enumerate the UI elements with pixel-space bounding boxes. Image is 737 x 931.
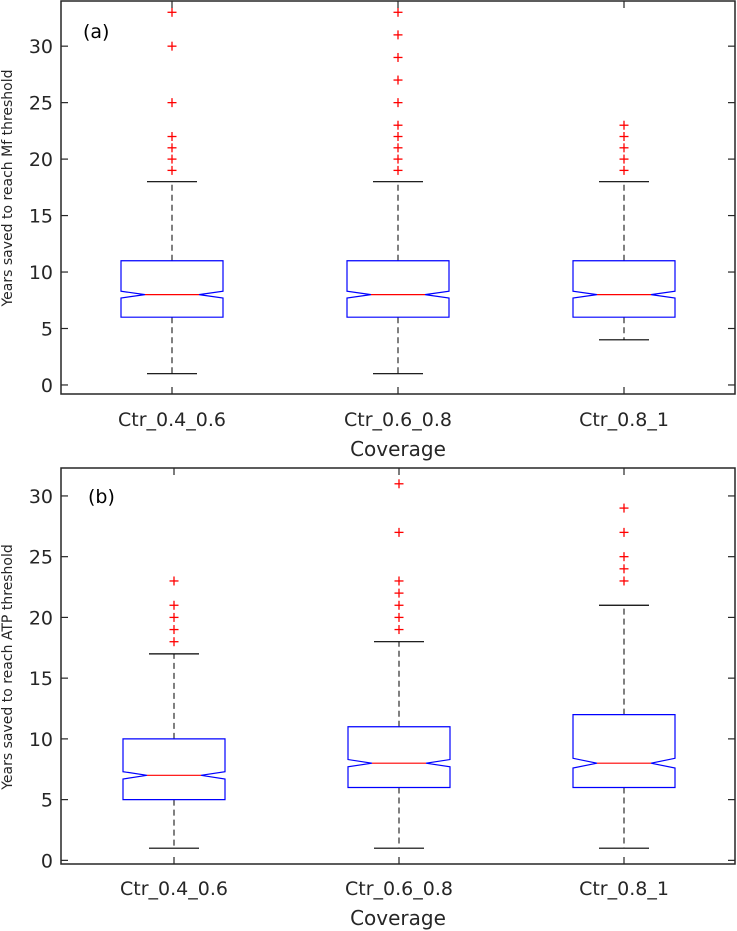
outlier-marker — [619, 120, 629, 130]
outlier-marker — [169, 612, 179, 622]
box-Ctr_0.4_0.6 — [122, 576, 226, 849]
notched-box — [346, 260, 450, 318]
y-tick-label: 5 — [41, 319, 53, 341]
outlier-marker — [394, 625, 404, 635]
notched-box — [572, 260, 676, 318]
y-tick-label: 30 — [29, 486, 53, 508]
outlier-marker — [394, 612, 404, 622]
outlier-marker — [619, 165, 629, 175]
y-tick-label: 20 — [29, 607, 53, 629]
outlier-marker — [167, 154, 177, 164]
outlier-marker — [169, 600, 179, 610]
boxes-group — [120, 7, 676, 375]
panel-label: (a) — [83, 21, 109, 43]
outlier-marker — [619, 576, 629, 586]
y-tick-label: 15 — [29, 668, 53, 690]
outlier-marker — [394, 600, 404, 610]
panel-label: (b) — [88, 486, 115, 508]
outlier-marker — [394, 527, 404, 537]
outlier-marker — [619, 132, 629, 142]
outlier-marker — [393, 75, 403, 85]
boxes-group — [122, 479, 676, 849]
notched-box — [347, 726, 451, 789]
y-tick-label: 25 — [29, 547, 53, 569]
outlier-marker — [167, 41, 177, 51]
outlier-marker — [393, 7, 403, 17]
outlier-marker — [393, 154, 403, 164]
x-tick-label: Ctr_0.6_0.8 — [344, 409, 452, 431]
y-tick-label: 0 — [41, 850, 53, 872]
notched-box — [120, 260, 224, 318]
notched-box — [572, 713, 676, 789]
y-tick-label: 20 — [29, 149, 53, 171]
y-tick-label: 25 — [29, 93, 53, 115]
outlier-marker — [393, 132, 403, 142]
x-axis-ticks: Ctr_0.4_0.6 Ctr_0.6_0.8 Ctr_0.8_1 — [118, 1, 669, 431]
outlier-marker — [393, 98, 403, 108]
x-axis-label: Coverage — [350, 437, 446, 461]
notched-box — [122, 738, 226, 801]
outlier-marker — [393, 165, 403, 175]
box-Ctr_0.8_1 — [572, 120, 676, 341]
x-axis-label: Coverage — [350, 906, 446, 930]
outlier-marker — [393, 30, 403, 40]
outlier-marker — [619, 564, 629, 574]
x-tick-label: Ctr_0.6_0.8 — [345, 878, 453, 900]
x-axis-ticks: Ctr_0.4_0.6 Ctr_0.6_0.8 Ctr_0.8_1 — [120, 468, 669, 900]
outlier-marker — [394, 588, 404, 598]
outlier-marker — [394, 479, 404, 489]
outlier-marker — [619, 154, 629, 164]
outlier-marker — [619, 552, 629, 562]
y-tick-label: 0 — [41, 375, 53, 397]
y-tick-label: 10 — [29, 729, 53, 751]
outlier-marker — [619, 527, 629, 537]
outlier-marker — [393, 120, 403, 130]
y-tick-label: 30 — [29, 36, 53, 58]
x-tick-label: Ctr_0.8_1 — [579, 409, 669, 431]
box-Ctr_0.8_1 — [572, 503, 676, 849]
outlier-marker — [169, 576, 179, 586]
x-tick-label: Ctr_0.4_0.6 — [118, 409, 226, 431]
outlier-marker — [169, 637, 179, 647]
outlier-marker — [169, 625, 179, 635]
y-tick-label: 10 — [29, 262, 53, 284]
y-axis-label: Years saved to reach Mf threshold — [0, 69, 16, 307]
box-Ctr_0.6_0.8 — [346, 7, 450, 375]
y-axis-ticks: 0 5 10 15 20 25 30 — [29, 36, 735, 397]
outlier-marker — [619, 503, 629, 513]
outlier-marker — [619, 143, 629, 153]
outlier-marker — [393, 52, 403, 62]
outlier-marker — [393, 143, 403, 153]
outlier-marker — [167, 165, 177, 175]
outlier-marker — [167, 98, 177, 108]
outlier-marker — [394, 576, 404, 586]
axes-frame — [60, 467, 736, 865]
outlier-marker — [167, 7, 177, 17]
outlier-marker — [167, 132, 177, 142]
box-Ctr_0.4_0.6 — [120, 7, 224, 375]
y-axis-label: Years saved to reach ATP threshold — [0, 544, 16, 791]
x-tick-label: Ctr_0.4_0.6 — [120, 878, 228, 900]
x-tick-label: Ctr_0.8_1 — [579, 878, 669, 900]
box-Ctr_0.6_0.8 — [347, 479, 451, 849]
outlier-marker — [167, 143, 177, 153]
y-axis-ticks: 0 5 10 15 20 25 30 — [29, 486, 735, 872]
y-tick-label: 15 — [29, 206, 53, 228]
y-tick-label: 5 — [41, 790, 53, 812]
